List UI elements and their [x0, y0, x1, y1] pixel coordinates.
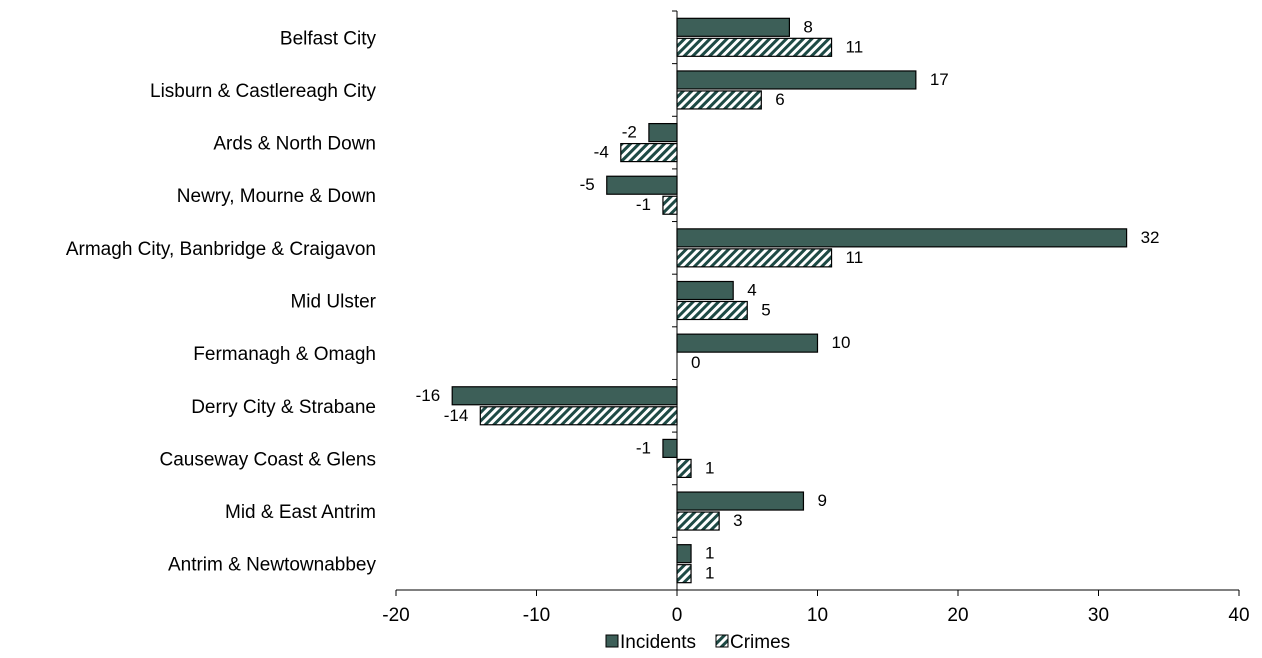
crimes-bar	[479, 406, 678, 426]
crimes-data-label: -14	[444, 406, 469, 425]
crimes-bar	[676, 37, 833, 57]
incidents-data-label: 9	[817, 491, 826, 510]
incidents-bar	[648, 122, 678, 143]
crimes-bar	[676, 564, 692, 584]
x-tick-label: 10	[807, 605, 828, 626]
category-label: Causeway Coast & Glens	[160, 449, 377, 470]
incidents-data-label: 17	[930, 70, 949, 89]
category-label: Mid Ulster	[290, 292, 376, 313]
crimes-data-label: 5	[761, 301, 770, 320]
x-tick-label: 30	[1088, 605, 1109, 626]
incidents-bar	[676, 17, 791, 37]
incidents-bar	[676, 544, 692, 564]
incidents-data-label: 32	[1141, 228, 1160, 247]
category-label: Belfast City	[280, 28, 377, 49]
crimes-bar	[676, 511, 720, 531]
category-label: Armagh City, Banbridge & Craigavon	[66, 239, 376, 260]
crimes-data-label: 1	[705, 458, 714, 477]
crimes-bar	[620, 142, 678, 163]
incidents-bar	[676, 280, 734, 301]
crimes-bar	[676, 90, 762, 110]
category-label: Derry City & Strabane	[191, 397, 376, 418]
crimes-data-label: 0	[691, 353, 700, 372]
incidents-data-label: 1	[705, 544, 714, 563]
incidents-data-label: -5	[580, 175, 595, 194]
x-tick-label: 40	[1228, 605, 1249, 626]
crimes-data-label: -1	[636, 195, 651, 214]
crimes-legend-label: Crimes	[730, 632, 790, 653]
x-tick-label: -10	[523, 605, 550, 626]
category-label: Antrim & Newtownabbey	[168, 555, 377, 576]
incidents-data-label: -2	[622, 123, 637, 142]
crimes-data-label: 11	[846, 37, 864, 56]
crimes-data-label: -4	[594, 143, 609, 162]
incidents-data-label: 8	[803, 17, 812, 36]
incidents-bar	[606, 175, 678, 195]
crimes-bar	[676, 248, 833, 268]
incidents-bar	[676, 491, 805, 511]
incidents-bar	[451, 386, 678, 406]
incidents-bar	[662, 438, 678, 459]
incidents-legend-label: Incidents	[620, 632, 696, 653]
x-tick-label: 20	[947, 605, 968, 626]
crimes-legend-swatch	[715, 634, 729, 648]
crimes-data-label: 1	[705, 564, 714, 583]
crimes-data-label: 3	[733, 511, 742, 530]
incidents-bar	[676, 333, 819, 353]
category-label: Fermanagh & Omagh	[193, 344, 376, 365]
crimes-bar	[676, 458, 692, 479]
incidents-data-label: -1	[636, 438, 651, 457]
incidents-data-label: 4	[747, 281, 756, 300]
category-label: Lisburn & Castlereagh City	[150, 81, 376, 102]
incidents-data-label: 10	[832, 333, 851, 352]
incidents-bar	[676, 228, 1128, 248]
incidents-bar	[676, 70, 917, 90]
crimes-data-label: 11	[846, 248, 864, 267]
crimes-bar	[676, 300, 748, 321]
crimes-bar	[662, 195, 678, 215]
category-label: Newry, Mourne & Down	[177, 186, 376, 207]
category-label: Mid & East Antrim	[225, 502, 376, 523]
crimes-data-label: 6	[775, 90, 784, 109]
x-tick-label: 0	[672, 605, 683, 626]
legend: Incidents Crimes	[605, 632, 790, 653]
incidents-data-label: -16	[416, 386, 441, 405]
incidents-legend-swatch	[605, 634, 619, 648]
category-label: Ards & North Down	[213, 134, 376, 155]
x-tick-label: -20	[382, 605, 409, 626]
